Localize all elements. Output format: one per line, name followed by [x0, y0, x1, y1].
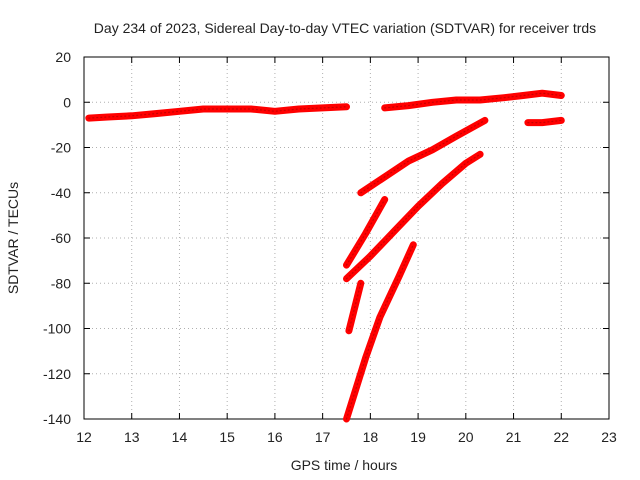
- x-tick-label: 12: [76, 429, 92, 445]
- x-tick-label: 20: [458, 429, 474, 445]
- series-track-7-markers: [348, 282, 362, 332]
- chart-title: Day 234 of 2023, Sidereal Day-to-day VTE…: [94, 20, 596, 36]
- y-tick-label: 0: [63, 94, 71, 110]
- x-tick-label: 16: [267, 429, 283, 445]
- data-series: [85, 89, 565, 423]
- y-tick-label: -20: [51, 140, 71, 156]
- x-tick-label: 14: [172, 429, 188, 445]
- x-tick-label: 22: [553, 429, 569, 445]
- series-track-3-markers: [527, 119, 562, 124]
- y-tick-label: -100: [43, 321, 71, 337]
- y-tick-label: -60: [51, 230, 71, 246]
- series-track-6-markers: [345, 198, 386, 266]
- x-tick-label: 17: [315, 429, 331, 445]
- y-tick-label: -40: [51, 185, 71, 201]
- x-axis-label: GPS time / hours: [291, 457, 398, 473]
- series-track-5: [343, 150, 484, 283]
- axis-ticks: 12 13 14 15 16 17 18 19 20 21 22 23 20 0 -20 -40 -60 -80 -…: [43, 49, 617, 445]
- y-tick-label: -120: [43, 366, 71, 382]
- x-tick-label: 23: [601, 429, 617, 445]
- x-tick-label: 18: [363, 429, 379, 445]
- series-track-1: [85, 103, 350, 122]
- y-tick-label: 20: [55, 49, 71, 65]
- series-track-2-markers: [384, 92, 562, 109]
- x-tick-label: 13: [124, 429, 140, 445]
- x-tick-label: 19: [410, 429, 426, 445]
- y-tick-label: -140: [43, 411, 71, 427]
- series-track-5-markers: [345, 153, 481, 280]
- y-axis-label: SDTVAR / TECUs: [5, 182, 21, 294]
- x-tick-label: 15: [219, 429, 235, 445]
- series-track-8-markers: [345, 244, 414, 420]
- series-track-4-markers: [360, 119, 486, 194]
- x-tick-label: 21: [506, 429, 522, 445]
- y-tick-label: -80: [51, 275, 71, 291]
